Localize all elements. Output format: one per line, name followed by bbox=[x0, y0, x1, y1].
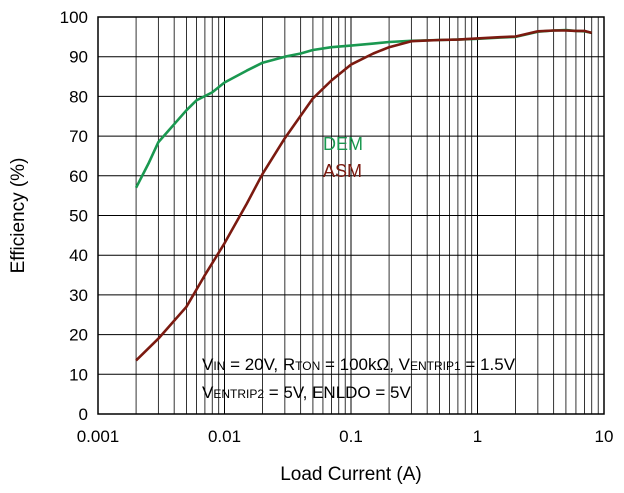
y-tick-label: 70 bbox=[69, 127, 88, 146]
y-tick-label: 60 bbox=[69, 167, 88, 186]
series-line-dem bbox=[134, 28, 592, 189]
y-tick-label: 90 bbox=[69, 48, 88, 67]
y-tick-label: 80 bbox=[69, 87, 88, 106]
grid-lines bbox=[98, 17, 604, 414]
series-line-asm bbox=[135, 29, 593, 362]
x-tick-label: 0.001 bbox=[77, 427, 120, 446]
y-tick-label: 50 bbox=[69, 207, 88, 226]
y-tick-labels: 0 10 20 30 40 50 60 70 80 90 100 bbox=[60, 8, 88, 424]
test-conditions-line-2: VENTRIP2 = 5V, ENLDO = 5V bbox=[202, 383, 411, 402]
x-axis-label: Load Current (A) bbox=[280, 464, 422, 485]
series-label-dem: DEM bbox=[323, 134, 363, 154]
series-label-asm: ASM bbox=[323, 161, 362, 181]
x-tick-label: 0.1 bbox=[339, 427, 363, 446]
x-tick-labels: 0.001 0.01 0.1 1 10 bbox=[77, 427, 614, 446]
test-conditions-line-1: VIN = 20V, RTON = 100kΩ, VENTRIP1 = 1.5V bbox=[202, 355, 516, 374]
y-axis-label: Efficiency (%) bbox=[8, 158, 29, 274]
x-tick-label: 0.01 bbox=[208, 427, 241, 446]
y-tick-label: 20 bbox=[69, 326, 88, 345]
y-tick-label: 10 bbox=[69, 365, 88, 384]
y-tick-label: 30 bbox=[69, 286, 88, 305]
series-lines bbox=[134, 28, 593, 362]
y-tick-label: 100 bbox=[60, 8, 88, 27]
x-tick-label: 1 bbox=[473, 427, 482, 446]
y-tick-label: 40 bbox=[69, 246, 88, 265]
x-tick-label: 10 bbox=[595, 427, 614, 446]
y-tick-label: 0 bbox=[79, 405, 88, 424]
plot-area-frame bbox=[97, 16, 605, 415]
